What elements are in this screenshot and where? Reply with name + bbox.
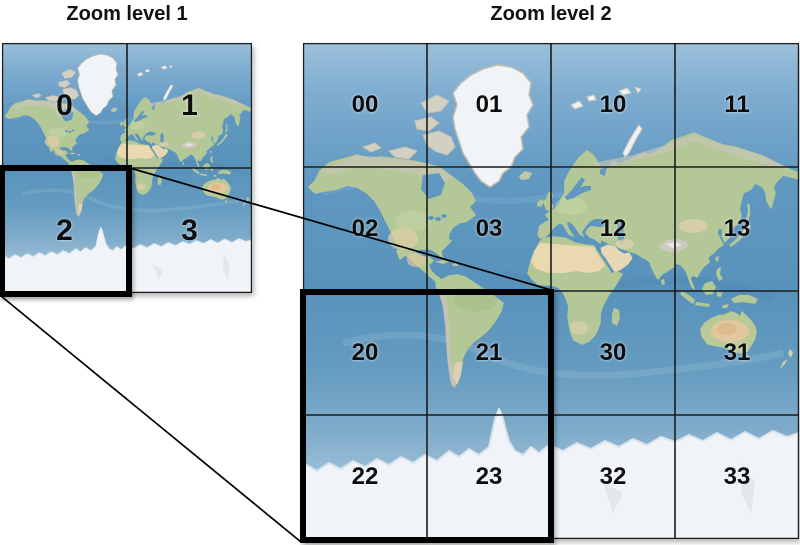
tile-03-label: 03 [475, 215, 503, 242]
highlight-box-tile-2 [0, 165, 132, 297]
tile-20-label: 20 [351, 339, 379, 366]
tile-01-label: 01 [475, 91, 503, 118]
tile-12: 12 [551, 167, 675, 291]
tile-30: 30 [551, 291, 675, 415]
tile-02: 02 [303, 167, 427, 291]
tile-13-label: 13 [723, 215, 751, 242]
tile-1: 1 [127, 43, 252, 168]
tile-20: 20 [303, 291, 427, 415]
tile-01: 01 [427, 43, 551, 167]
tile-2: 2 [2, 168, 127, 293]
tile-32-label: 32 [599, 463, 627, 490]
tile-2-label: 2 [56, 213, 73, 247]
tile-23-label: 23 [475, 463, 503, 490]
tile-33-label: 33 [723, 463, 751, 490]
tile-30-label: 30 [599, 339, 627, 366]
tile-21: 21 [427, 291, 551, 415]
tile-1-label: 1 [181, 88, 198, 122]
tile-21-label: 21 [475, 339, 503, 366]
tile-32: 32 [551, 415, 675, 539]
zoom-1-map-panel: 0 1 2 3 [0, 43, 252, 297]
tile-10-label: 10 [599, 91, 627, 118]
zoom-level-2-title: Zoom level 2 [490, 3, 612, 25]
tile-22-label: 22 [351, 463, 379, 490]
highlight-box-tiles-20-23 [300, 289, 554, 543]
tile-00: 00 [303, 43, 427, 167]
zoom-2-tile-labels: 00 01 10 11 02 03 12 13 20 21 30 31 22 2… [303, 43, 799, 539]
tile-0: 0 [2, 43, 127, 168]
zoom-2-map-panel: 00 01 10 11 02 03 12 13 20 21 30 31 22 2… [300, 43, 799, 543]
tile-0-label: 0 [56, 88, 73, 122]
connector-line-bottom [0, 295, 302, 543]
tile-31: 31 [675, 291, 799, 415]
tile-00-label: 00 [351, 91, 379, 118]
tile-31-label: 31 [723, 339, 751, 366]
tile-03: 03 [427, 167, 551, 291]
tile-02-label: 02 [351, 215, 379, 242]
tile-11-label: 11 [724, 91, 750, 118]
tile-10: 10 [551, 43, 675, 167]
tile-22: 22 [303, 415, 427, 539]
tile-3: 3 [127, 168, 252, 293]
tile-12-label: 12 [599, 215, 627, 242]
tile-23: 23 [427, 415, 551, 539]
tile-11: 11 [675, 43, 799, 167]
tile-33: 33 [675, 415, 799, 539]
tile-3-label: 3 [181, 213, 198, 247]
zoom-level-1-title: Zoom level 1 [66, 3, 188, 25]
tile-13: 13 [675, 167, 799, 291]
